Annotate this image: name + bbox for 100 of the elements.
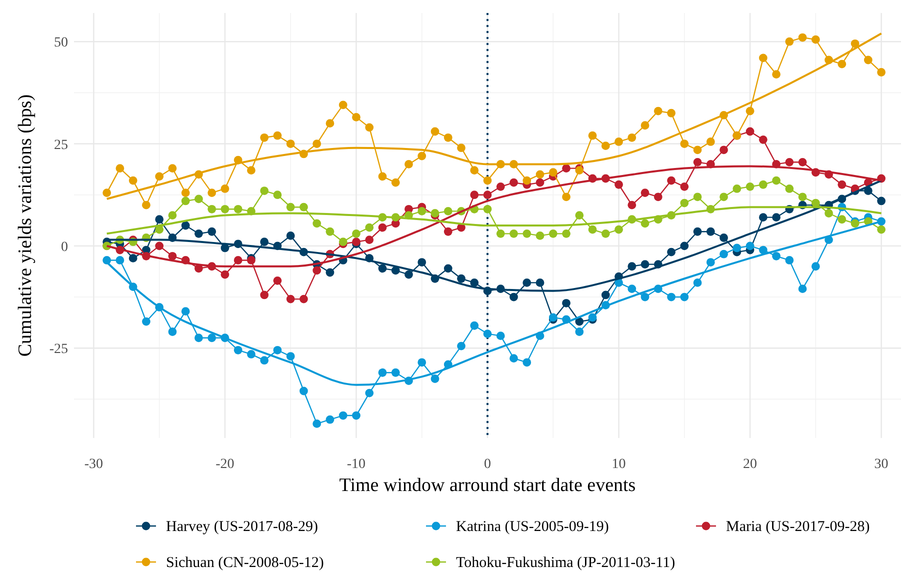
point [628,284,636,294]
x-tick-label: -20 [216,457,234,472]
point [352,411,360,420]
point [614,278,623,287]
point [300,386,308,396]
point [300,294,308,304]
point [273,346,282,354]
point [601,142,610,150]
point [654,106,662,116]
point [588,131,597,140]
point [772,70,780,78]
point [746,106,754,116]
y-tick-label: 0 [61,240,68,255]
point [522,358,532,367]
point [338,100,348,110]
point [785,184,794,193]
point [470,321,479,330]
point [181,196,190,206]
point [260,290,269,300]
point [785,256,794,264]
point [273,131,282,140]
point [286,352,295,360]
point [168,164,177,172]
point [706,138,715,146]
point [640,188,650,198]
point [326,415,334,424]
point [575,166,584,175]
point [352,113,360,122]
point [864,56,872,64]
point [693,146,702,154]
legend-label: Maria (US-2017-09-28) [726,519,870,535]
point [850,39,860,48]
point [758,135,768,144]
point [772,176,780,185]
point [838,60,846,68]
legend-label: Tohoku-Fukushima (JP-2011-03-11) [456,555,676,571]
point [680,140,689,148]
point [312,419,322,428]
point [588,225,597,234]
point [234,204,242,214]
y-axis-title: Cumulative yields variations (bps) [15,94,36,357]
point [418,152,426,160]
point [155,172,164,181]
point [746,242,754,250]
point [640,121,650,130]
point [128,176,138,185]
point [758,213,768,222]
point [444,227,452,236]
point [772,252,780,260]
point [522,229,532,238]
point [142,317,150,326]
point [273,276,282,285]
point [326,227,334,236]
point [785,37,794,46]
point [746,182,754,191]
point [326,268,334,277]
point [326,119,334,128]
x-tick-label: -30 [84,457,104,472]
point [208,204,216,214]
point [536,170,544,179]
point [496,182,505,191]
point [510,354,518,363]
point [194,334,203,342]
point [220,270,230,279]
point [720,250,728,258]
point [286,232,295,240]
point [155,242,164,250]
point [693,192,702,202]
point [640,260,650,269]
point [181,188,190,198]
point [510,292,518,302]
point [720,146,728,154]
point [640,219,650,228]
point [181,221,190,230]
point [798,33,807,42]
point [312,266,322,275]
point [168,328,177,336]
point [706,258,715,266]
point [693,278,702,287]
point [444,206,452,216]
point [102,256,112,264]
point [614,138,623,146]
point [234,256,242,264]
point [877,196,886,206]
x-axis-title: Time window arround start date events [339,475,636,496]
point [378,264,387,273]
point [286,140,295,148]
y-tick-label: 25 [54,138,68,153]
point [562,229,570,238]
point [838,215,846,224]
point [706,227,715,236]
point [208,334,216,342]
point [483,176,492,185]
point [457,342,466,350]
point [286,202,295,212]
point [483,330,492,338]
point [168,211,177,220]
point [667,292,676,302]
point [798,284,807,294]
point [758,180,768,189]
